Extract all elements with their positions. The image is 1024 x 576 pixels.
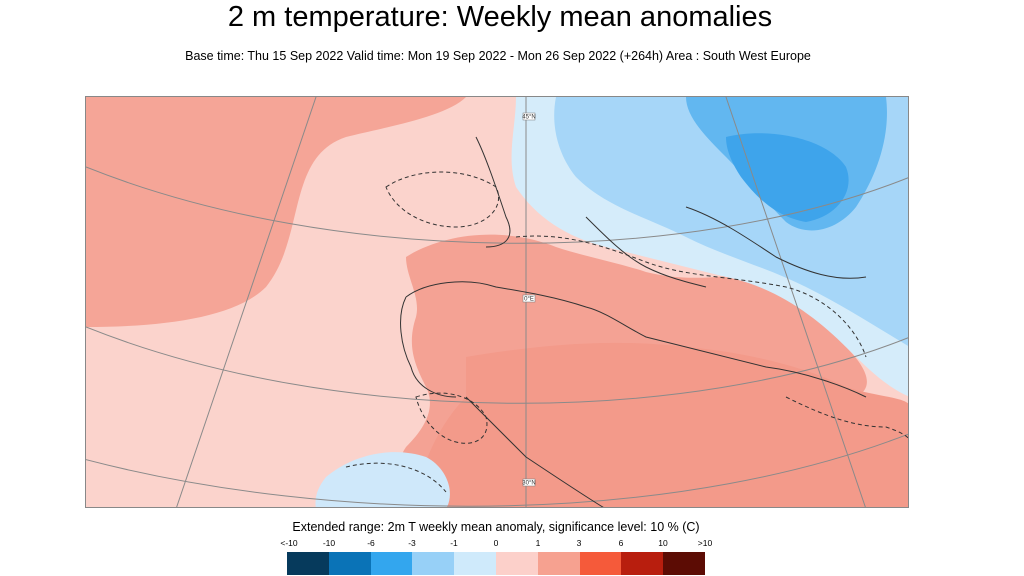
anomaly-map: 45°N 0°E 30°N (85, 96, 909, 508)
legend-tick: 0 (493, 538, 499, 548)
legend-tick: -1 (450, 538, 458, 548)
cool-core-region (726, 133, 849, 222)
legend-title: Extended range: 2m T weekly mean anomaly… (292, 520, 700, 534)
legend-tick: -10 (322, 538, 336, 548)
legend-ticks: <-10 -10 -6 -3 -1 0 1 3 6 10 >10 (0, 538, 1024, 550)
graticule (86, 97, 908, 507)
cool-southwest-region (315, 452, 450, 507)
lon-label-0e: 0°E (524, 297, 534, 303)
legend-swatch (328, 552, 371, 575)
legend-tick: <-10 (280, 538, 298, 548)
legend-tick: -3 (408, 538, 416, 548)
legend-swatch (663, 552, 705, 575)
legend-colorbar (287, 552, 705, 575)
legend-tick: -6 (367, 538, 375, 548)
legend-swatch (370, 552, 413, 575)
legend-tick: 6 (618, 538, 624, 548)
legend-swatch (537, 552, 580, 575)
legend-swatch (579, 552, 622, 575)
warm-ocean-region (86, 97, 466, 327)
legend-swatch (621, 552, 664, 575)
chart-title: 2 m temperature: Weekly mean anomalies (227, 1, 773, 33)
legend-swatch (454, 552, 496, 575)
chart-subtitle: Base time: Thu 15 Sep 2022 Valid time: M… (185, 49, 811, 63)
lat-label-30n: 30°N (522, 481, 535, 487)
coastlines (400, 136, 867, 507)
map-canvas: 45°N 0°E 30°N (86, 97, 908, 507)
significance-contours (345, 171, 908, 493)
legend-tick: 10 (658, 538, 668, 548)
legend-tick: >10 (697, 538, 713, 548)
lat-label-45n: 45°N (522, 115, 535, 121)
legend-swatch (495, 552, 538, 575)
legend-swatch (412, 552, 455, 575)
legend-swatch (287, 552, 329, 575)
legend-tick: 3 (576, 538, 582, 548)
legend-tick: 1 (535, 538, 541, 548)
